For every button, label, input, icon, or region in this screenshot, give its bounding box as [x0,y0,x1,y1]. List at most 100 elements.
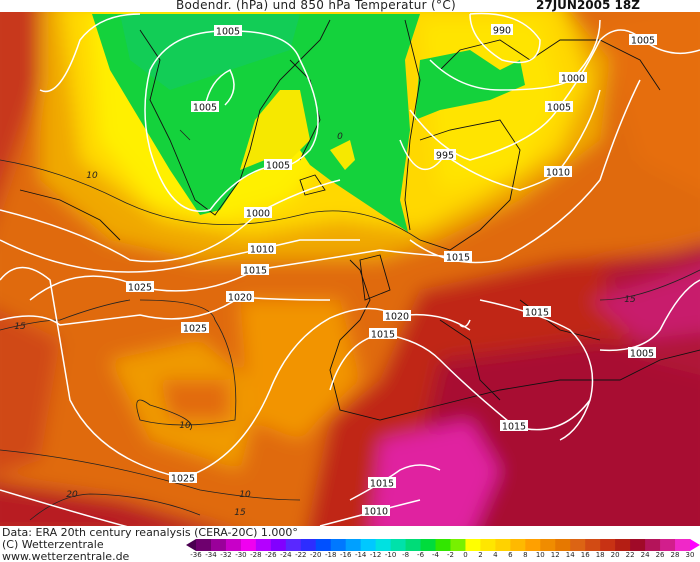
isobar-label: 1010 [364,507,388,518]
isobar-label-box [545,101,573,112]
isobar-label-box [181,322,209,333]
isobar-label: 990 [493,26,511,37]
title-bar [0,0,700,12]
isobar-label: 1015 [371,330,395,341]
colorbar-tick-label: 12 [550,551,560,559]
colorbar-swatch [495,539,511,551]
colorbar-tick-label: 20 [610,551,620,559]
temperature-contour-label: 20 [66,490,78,500]
colorbar-tick-label: 14 [565,551,575,559]
isobar-label: 1005 [193,103,217,114]
colorbar-swatch [675,539,691,551]
pressure-temperature-map: 1005100510051000101010151020102510251025… [0,0,700,526]
isobar-label: 1015 [243,266,267,277]
isobar-label: 1025 [183,324,207,335]
colorbar-swatch [510,539,526,551]
data-source: Data: ERA 20th century reanalysis (CERA-… [2,526,298,539]
colorbar-tick-label: -8 [402,551,410,559]
isobar-label: 995 [436,151,454,162]
temperature-contour-label: 15 [234,508,246,518]
isobar-label-box [559,72,587,83]
isobar-label: 1015 [502,422,526,433]
isobar-label-box [226,291,254,302]
isobar-label-box [491,24,513,35]
colorbar-swatch [435,539,451,551]
colorbar-tick-label: 30 [685,551,695,559]
isobar-label: 1010 [250,245,274,256]
isobar-label: 1025 [128,283,152,294]
colorbar-swatch [555,539,571,551]
colorbar-swatch [540,539,556,551]
coastlines [19,19,700,421]
colorbar-swatch [375,539,392,551]
temperature-contour-label: 15 [14,322,26,332]
colorbar-tick-label: -34 [205,551,217,559]
colorbar-swatch [525,539,541,551]
chart-title: Bodendr. (hPa) und 850 hPa Temperatur (°… [176,0,456,12]
isobar-label: 1005 [547,103,571,114]
colorbar-tick-label: -16 [339,551,352,559]
isobar-label-box [500,420,528,431]
colorbar-swatch [630,539,646,551]
colorbar-swatch [315,539,332,551]
colorbar-tick-labels: -36 -34 -32 -30 -28 -26 -24 -22 -20 -18 -16 -14 -12-… [186,551,700,561]
colorbar-swatch [465,539,481,551]
isobar-label: 1005 [266,161,290,172]
colorbar-tick-label: 22 [625,551,635,559]
colorbar-tick-label: 2 [478,551,483,559]
colorbar-tick-label: -4 [432,551,439,559]
isobar-label-box [264,159,292,170]
colorbar-tick-label: 18 [595,551,605,559]
isobar-label: 1005 [631,36,655,47]
colorbar-swatch [585,539,601,551]
isobar-label-box [383,310,411,321]
isobar-label: 1015 [370,479,394,490]
isobar-label: 1025 [171,474,195,485]
colorbar-swatch [240,539,257,551]
isobar-label-box [191,101,219,112]
colorbar-tick-label: 6 [508,551,513,559]
colorbar-tick-label: 26 [655,551,665,559]
isobar-label: 1020 [228,293,252,304]
colorbar-tick-label: 10 [535,551,545,559]
colorbar-swatch [330,539,347,551]
colorbar-swatch [210,539,227,551]
colorbar-upper-arrow [690,539,700,551]
temperature-contour-label: 10 [239,490,251,500]
colorbar-swatch [196,539,212,551]
isobar-label: 1020 [385,312,409,323]
isobar-label-box [241,264,269,275]
temperature-contour-label: 15 [624,295,636,305]
colorbar-swatch [615,539,631,551]
cold-air-mass [92,14,525,232]
temperature-contours [0,129,700,521]
isobar-label-box [444,251,472,262]
colorbar-swatch [420,539,437,551]
colorbar-tick-label: -36 [190,551,202,559]
colorbar-swatch [480,539,496,551]
temperature-contour-label: 0 [337,132,343,142]
colorbar-swatch [225,539,242,551]
isobar-label-box [244,207,272,218]
isobar-label: 1005 [630,349,654,360]
isobar-label-box [369,328,397,339]
isobar-label-box [628,347,656,358]
isobar-label: 1000 [561,74,585,85]
isobar-label: 1005 [216,27,240,38]
copyright: (C) Wetterzentrale [2,538,104,551]
colorbar-swatch [300,539,317,551]
colorbar-swatch [285,539,302,551]
isobar-label-box [434,149,456,160]
website-url: www.wetterzentrale.de [2,550,130,562]
isobar-label-box [214,25,242,36]
isobar-label-box [169,472,197,483]
colorbar-tick-label: -14 [354,551,367,559]
colorbar-swatch [450,539,466,551]
colorbar-tick-label: 28 [670,551,680,559]
isobar-label: 1010 [546,168,570,179]
isobar-label-box [523,306,551,317]
colorbar-lower-arrow [186,539,196,551]
isobar-labels: 1005100510051000101010151020102510251025… [126,24,657,518]
